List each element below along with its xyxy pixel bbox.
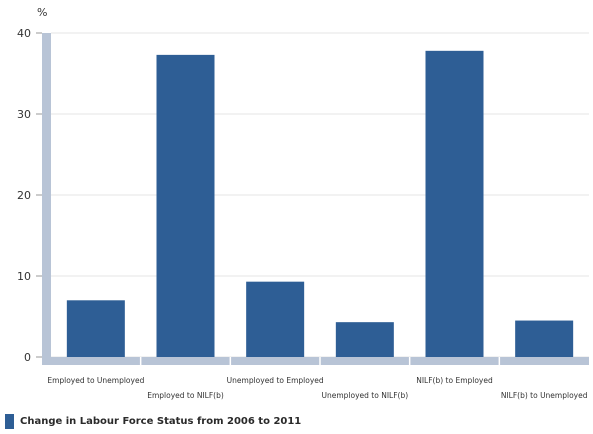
bar [246,281,305,357]
bar [156,54,215,358]
bar [66,300,125,357]
x-tick-label: Unemployed to NILF(b) [322,391,409,400]
y-tick-label: 30 [17,108,31,121]
legend-label: Change in Labour Force Status from 2006 … [20,415,302,427]
y-axis [42,33,51,365]
x-tick-label: Employed to NILF(b) [147,391,224,400]
x-axis [42,357,589,365]
x-tick-label: NILF(b) to Employed [416,376,493,385]
x-tick-label: Employed to Unemployed [47,376,144,385]
y-tick-label: 20 [17,189,31,202]
legend: Change in Labour Force Status from 2006 … [5,413,301,429]
bar [515,320,574,357]
y-tick-label: 10 [17,270,31,283]
y-tick-label: 0 [24,351,31,364]
x-tick-label: Unemployed to Employed [227,376,324,385]
y-unit-label: % [37,6,47,19]
legend-swatch [5,413,14,429]
bar [425,50,484,357]
bar [335,322,394,357]
x-tick-label: NILF(b) to Unemployed [501,391,588,400]
y-tick-label: 40 [17,27,31,40]
